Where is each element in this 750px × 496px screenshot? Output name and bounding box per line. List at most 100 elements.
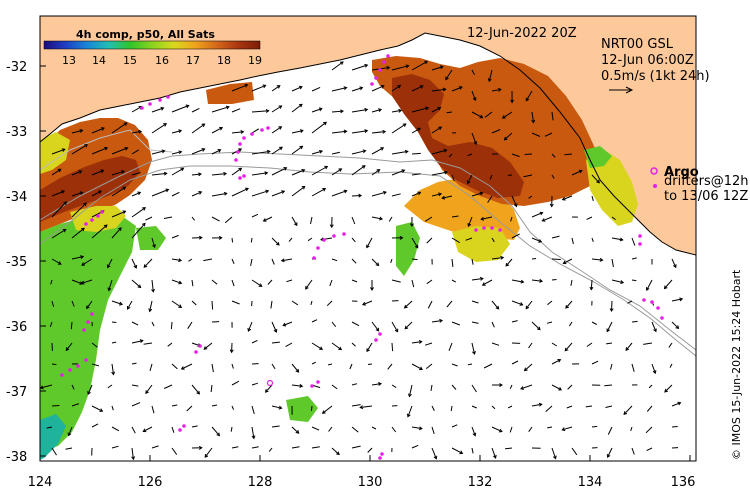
current-arrow (451, 215, 459, 218)
current-arrowhead (100, 127, 105, 131)
current-arrowhead (442, 87, 447, 92)
current-arrow (645, 426, 653, 434)
drifter-point (482, 226, 486, 230)
current-arrow (51, 300, 55, 307)
current-arrow (551, 111, 554, 121)
current-arrow (181, 363, 193, 370)
current-arrow (431, 171, 448, 176)
current-arrowhead (142, 207, 146, 211)
current-arrowhead (664, 388, 669, 393)
current-arrow (631, 237, 636, 246)
current-arrowhead (122, 210, 127, 214)
current-arrow (143, 426, 153, 432)
current-arrow (251, 110, 269, 113)
current-arrow (291, 300, 299, 306)
current-arrow (562, 195, 573, 201)
current-arrow (111, 300, 123, 305)
current-arrow (310, 216, 313, 225)
current-arrow (163, 216, 173, 219)
colorbar-tick: 19 (248, 54, 262, 67)
argo-legend: Argo drifters@12h to 13/06 12Z (650, 165, 749, 204)
current-arrowhead (531, 119, 536, 124)
current-arrow (50, 279, 53, 285)
current-arrow (311, 426, 320, 431)
current-arrow (151, 279, 154, 292)
current-arrowhead (382, 190, 387, 195)
drifter-point (656, 306, 660, 310)
current-arrowhead (86, 305, 90, 310)
current-vectors (40, 60, 684, 461)
x-axis: 124 126 128 130 132 134 136 (28, 455, 695, 490)
current-arrowhead (137, 284, 142, 289)
current-arrow (507, 405, 513, 409)
current-arrowhead (65, 347, 70, 352)
current-arrow (91, 342, 98, 348)
current-arrow (467, 174, 473, 184)
current-arrow (111, 321, 117, 323)
current-arrowhead (652, 370, 657, 375)
current-arrowhead (98, 190, 102, 194)
current-arrow (551, 174, 555, 179)
current-arrow (591, 321, 598, 325)
current-arrow (451, 237, 460, 244)
current-arrow (331, 87, 347, 92)
current-arrow (505, 447, 513, 450)
current-arrowhead (359, 86, 364, 91)
current-arrow (151, 405, 155, 414)
current-arrow (210, 384, 213, 393)
current-arrow (426, 279, 433, 285)
current-arrow (351, 237, 356, 243)
current-arrow (131, 426, 136, 434)
current-arrow (425, 363, 433, 369)
current-arrow (528, 426, 533, 432)
current-arrowhead (223, 191, 228, 196)
argo-marker-icon (650, 167, 658, 175)
current-arrow (491, 447, 497, 459)
drifter-point (90, 312, 94, 316)
current-arrow (430, 384, 433, 391)
current-arrow (465, 237, 473, 241)
current-arrow (571, 170, 583, 176)
current-arrow (591, 360, 599, 365)
current-arrow (71, 384, 75, 390)
current-arrowhead (404, 149, 409, 154)
current-arrow (311, 342, 323, 350)
current-arrowhead (275, 241, 280, 246)
current-arrow (528, 342, 533, 349)
current-arrowhead (247, 327, 252, 332)
current-arrowhead (589, 286, 594, 291)
current-arrowhead (178, 304, 183, 308)
current-arrowhead (501, 115, 506, 119)
drifter-point (342, 232, 346, 236)
current-arrow (151, 123, 167, 134)
current-arrow (351, 321, 360, 327)
current-arrowhead (558, 387, 563, 391)
current-arrow (431, 320, 443, 323)
current-arrow (607, 426, 613, 435)
current-arrow (331, 447, 340, 455)
current-arrowhead (519, 302, 524, 306)
drifter-point (642, 298, 646, 302)
current-arrow (51, 363, 57, 366)
current-arrowhead (301, 185, 306, 190)
current-arrow (191, 191, 202, 197)
current-arrowhead (322, 188, 327, 192)
current-arrow (171, 404, 178, 407)
current-arrowhead (538, 402, 543, 407)
current-arrow (265, 384, 273, 393)
current-arrow (391, 321, 399, 332)
current-arrow (627, 300, 633, 304)
current-arrowhead (492, 454, 497, 459)
current-arrowhead (142, 428, 147, 433)
current-arrowhead (479, 114, 484, 119)
current-arrow (391, 109, 402, 113)
current-arrow (471, 258, 474, 265)
current-arrow (71, 191, 83, 197)
drifter-point (374, 76, 378, 80)
current-arrow (631, 363, 635, 372)
current-arrow (351, 426, 359, 433)
current-arrow (71, 403, 80, 407)
current-arrowhead (418, 339, 423, 344)
current-arrow (283, 321, 293, 326)
current-arrow (328, 426, 333, 432)
